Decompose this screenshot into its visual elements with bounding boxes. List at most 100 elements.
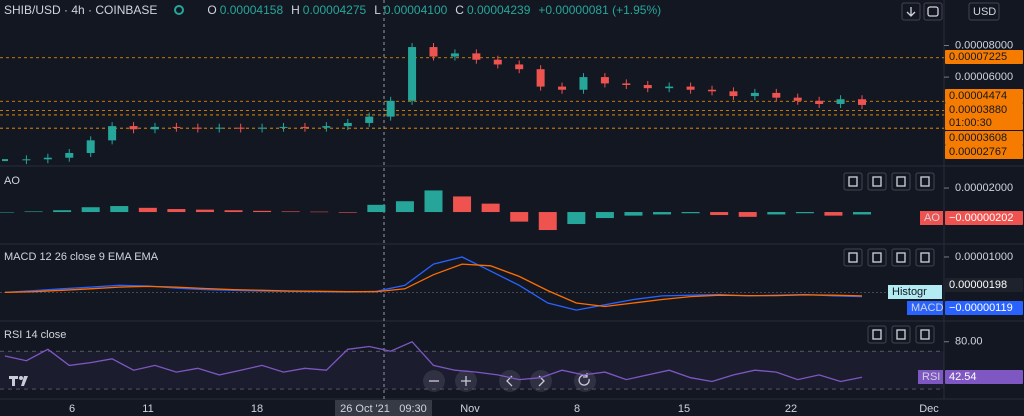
- ao-bar: [195, 209, 214, 213]
- candle: [408, 47, 417, 101]
- tag-name: MACD: [911, 302, 943, 314]
- candle: [193, 127, 202, 129]
- ao-bar: [824, 212, 843, 216]
- ohlc-value: 0.00004100: [383, 3, 448, 17]
- ao-bar: [0, 212, 14, 213]
- pane-button[interactable]: [843, 172, 863, 191]
- pane-button-icon: [848, 176, 858, 187]
- pane-button-icon: [896, 329, 906, 340]
- x-tick-label: 15: [678, 403, 690, 415]
- tag-name-box: [907, 301, 943, 315]
- candle: [150, 126, 159, 130]
- rsi-band: [0, 351, 944, 390]
- pane-button[interactable]: [867, 325, 887, 344]
- pane-button-icon: [872, 176, 882, 187]
- ohlc-label: C: [455, 3, 464, 17]
- crosshair-time-box: [335, 400, 432, 416]
- pane-button-icon: [920, 252, 930, 263]
- pane-button[interactable]: [891, 172, 911, 191]
- ao-bar: [110, 206, 129, 213]
- candle: [622, 83, 631, 86]
- ao-bar: [538, 212, 557, 231]
- logo: [9, 376, 28, 386]
- value-tag-label: 0.00003880: [949, 104, 1007, 116]
- ao-bar: [53, 210, 72, 213]
- reset[interactable]: [574, 370, 596, 392]
- button[interactable]: [923, 2, 943, 21]
- x-tick-label: 22: [785, 403, 797, 415]
- candle: [772, 92, 781, 98]
- ohlc-label: H: [291, 3, 300, 17]
- candle: [686, 86, 695, 90]
- tag-name-box: [920, 211, 943, 225]
- value-tag-label: 0.00002767: [949, 146, 1007, 158]
- y-tick-label: 0.00002000: [955, 182, 1013, 194]
- value-tag: [945, 145, 1023, 159]
- symbol-header: SHIB/USD · 4h · COINBASE O 0.00004158 H 0.…: [4, 3, 666, 17]
- ao-bar: [167, 209, 186, 213]
- x-tick-label: 18: [251, 403, 263, 415]
- candle: [515, 64, 524, 70]
- tag-name: AO: [924, 212, 940, 224]
- symbol: SHIB/USD · 4h · COINBASE: [4, 3, 158, 17]
- pane-button[interactable]: [891, 325, 911, 344]
- ao-bar: [338, 212, 357, 213]
- pane-button-icon: [920, 329, 930, 340]
- pane-button[interactable]: [867, 248, 887, 267]
- candle: [86, 140, 95, 153]
- pane-button[interactable]: [915, 248, 935, 267]
- candle: [129, 126, 138, 130]
- tag-name: Histogr: [892, 286, 927, 298]
- rsi-line: [4, 341, 863, 383]
- candle: [472, 53, 481, 60]
- ao-bar: [281, 211, 300, 213]
- ao-bar: [567, 212, 586, 225]
- pane-button[interactable]: [915, 325, 935, 344]
- candle: [815, 100, 824, 104]
- crosshair-time: 09:30: [399, 403, 427, 415]
- ao-bar: [767, 212, 786, 215]
- y-tick-label: 80.00: [955, 336, 983, 348]
- ao-bar: [224, 210, 243, 213]
- pane-button-icon: [848, 252, 858, 263]
- currency-button[interactable]: [968, 2, 1000, 21]
- candle: [322, 126, 331, 128]
- pane-button[interactable]: [915, 172, 935, 191]
- ao-bar: [481, 203, 500, 213]
- ohlc-value: 0.00004158: [219, 3, 284, 17]
- tag-name-box: [888, 285, 942, 299]
- pane-button[interactable]: [891, 248, 911, 267]
- ao-bar: [138, 207, 157, 213]
- value-tag-label: −0.00000119: [949, 302, 1013, 314]
- ao-bar: [595, 212, 614, 219]
- candle: [643, 85, 652, 89]
- x-tick-label: 8: [574, 403, 580, 415]
- toolbar-top[interactable]: USD: [901, 2, 1000, 21]
- tag-name-box: [918, 370, 943, 384]
- pane-button-icon: [896, 176, 906, 187]
- pane-button[interactable]: [843, 248, 863, 267]
- candle: [236, 127, 245, 129]
- tag-name: RSI: [922, 371, 940, 383]
- candle: [300, 126, 309, 128]
- candle: [493, 59, 502, 65]
- nav-controls[interactable]: [423, 370, 596, 392]
- ao-bar: [681, 212, 700, 214]
- value-tag-label: −0.00000202: [949, 212, 1014, 224]
- candle: [536, 69, 545, 87]
- candle: [386, 100, 395, 117]
- crosshair-date: 26 Oct '21: [340, 403, 390, 415]
- scroll-left[interactable]: [499, 370, 521, 392]
- pane-title: RSI 14 close: [4, 329, 66, 341]
- candle: [43, 157, 52, 160]
- value-tag: [945, 370, 1023, 384]
- pane-button[interactable]: [867, 172, 887, 191]
- ao-bar: [510, 212, 529, 222]
- ao-bar: [424, 190, 443, 213]
- ao-bar: [453, 196, 472, 213]
- x-tick-label: 11: [142, 403, 153, 415]
- value-tag-label: 0.00003608: [949, 132, 1007, 144]
- y-tick-label: 0.00001000: [955, 251, 1013, 263]
- value-tag: [945, 116, 1023, 130]
